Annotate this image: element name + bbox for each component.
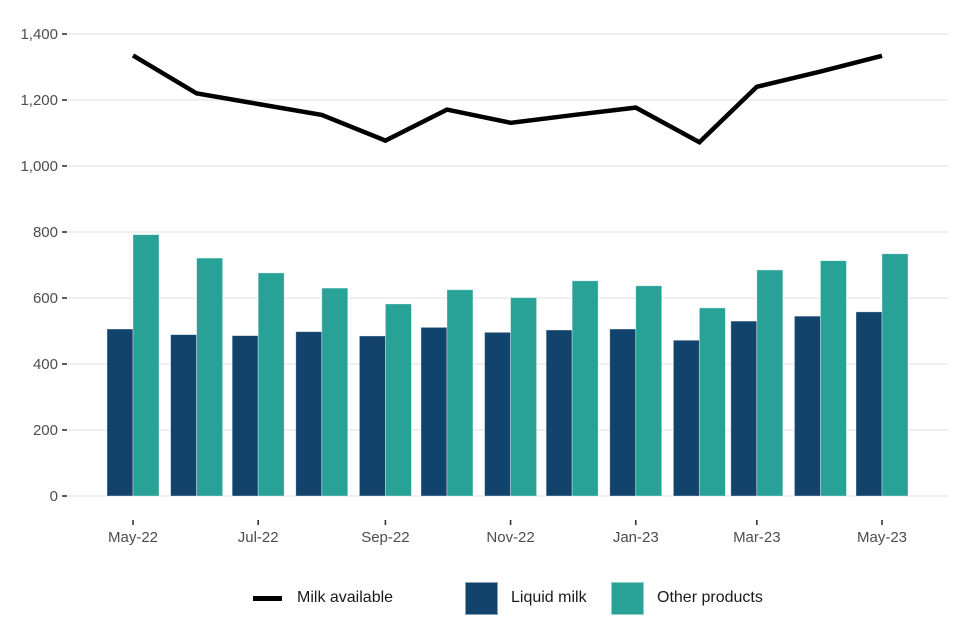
legend-swatch-icon: [465, 581, 498, 615]
bar-other-products: [756, 269, 784, 497]
y-tick-label: 600: [33, 290, 58, 307]
y-tick-label: 800: [33, 224, 58, 241]
bar-liquid-milk: [231, 335, 259, 497]
x-axis: May-22 Jul-22 Sep-22 Nov-22 Jan-23 Mar-23 May-…: [108, 520, 907, 546]
legend-item-liquid-milk: Liquid milk: [465, 580, 587, 616]
bar-other-products: [510, 297, 537, 497]
x-tick-label: May-23: [857, 529, 907, 546]
bar-liquid-milk: [672, 339, 700, 497]
line-series: [131, 53, 883, 145]
bars: [106, 234, 909, 497]
legend-item-milk-available: Milk available: [253, 580, 393, 616]
x-tick-label: Sep-22: [361, 529, 409, 546]
bar-liquid-milk: [855, 311, 883, 497]
bar-liquid-milk: [484, 331, 511, 497]
bar-other-products: [321, 287, 349, 497]
y-axis: 0 200 400 600 800 1,000 1,200 1,400: [20, 26, 67, 505]
y-tick-label: 1,200: [20, 92, 58, 109]
legend-line-icon: [253, 595, 282, 601]
bar-liquid-milk: [609, 328, 637, 497]
bar-liquid-milk: [794, 315, 821, 497]
legend-label: Liquid milk: [511, 589, 587, 606]
bar-liquid-milk: [545, 329, 573, 497]
legend-item-other-products: Other products: [611, 580, 763, 616]
x-tick-label: Nov-22: [486, 529, 534, 546]
bar-liquid-milk: [420, 326, 448, 497]
bar-other-products: [881, 253, 909, 497]
bar-other-products: [446, 289, 474, 497]
bar-liquid-milk: [106, 328, 134, 497]
legend-label: Milk available: [297, 589, 394, 606]
bar-other-products: [698, 307, 726, 497]
bar-other-products: [635, 285, 663, 497]
legend-swatch-icon: [611, 581, 644, 615]
x-tick-label: Jul-22: [238, 529, 279, 546]
bar-liquid-milk: [170, 334, 198, 497]
line-milk-available: [131, 53, 883, 145]
x-tick-label: Jan-23: [613, 529, 659, 546]
bar-liquid-milk: [730, 320, 758, 497]
bar-liquid-milk: [359, 335, 386, 497]
y-tick-label: 1,400: [20, 26, 58, 43]
bar-other-products: [571, 280, 599, 497]
x-tick-label: May-22: [108, 529, 158, 546]
bar-liquid-milk: [295, 331, 323, 497]
bar-other-products: [385, 303, 412, 497]
bar-other-products: [196, 257, 224, 497]
bar-other-products: [257, 272, 285, 497]
y-tick-label: 1,000: [20, 158, 58, 175]
bar-other-products: [820, 260, 847, 497]
bar-other-products: [132, 234, 160, 497]
y-tick-label: 200: [33, 422, 58, 439]
x-tick-label: Mar-23: [733, 529, 781, 546]
legend-label: Other products: [657, 589, 763, 606]
legend: Milk available Liquid milk Other product…: [0, 580, 960, 620]
y-tick-label: 400: [33, 356, 58, 373]
y-tick-label: 0: [50, 488, 58, 505]
